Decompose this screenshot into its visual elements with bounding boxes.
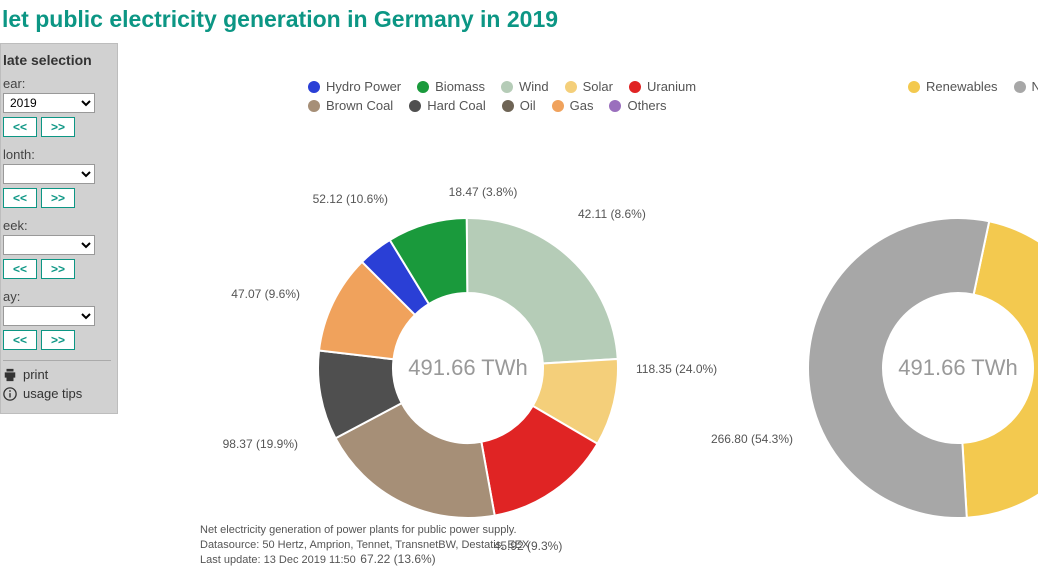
slice-label: 52.12 (10.6%) [313, 192, 388, 206]
legend-swatch [565, 81, 577, 93]
slice-label: 42.11 (8.6%) [578, 207, 646, 221]
day-select[interactable] [3, 306, 95, 326]
legend-label: Hydro Power [326, 79, 401, 94]
legend-swatch [1014, 81, 1026, 93]
slice-label: 18.47 (3.8%) [449, 185, 518, 199]
donut-center-label: 491.66 TWh [408, 355, 527, 380]
footer-line3: Last update: 13 Dec 2019 11:50 [200, 553, 529, 568]
legend-item: Nonrenewables [1014, 79, 1038, 94]
slice-label: 98.37 (19.9%) [223, 437, 298, 451]
legend-label: Renewables [926, 79, 998, 94]
legend-item: Renewables [908, 79, 998, 94]
month-next-button[interactable]: >> [41, 188, 75, 208]
legend-swatch [629, 81, 641, 93]
print-label: print [23, 367, 48, 382]
donut-renewables: 491.66 TWh224.86 (45266.80 (54.3%) [778, 103, 1038, 543]
donut-center-label: 491.66 TWh [898, 355, 1017, 380]
legend-item: Solar [565, 79, 613, 94]
legend-swatch [308, 81, 320, 93]
legend-item: Biomass [417, 79, 485, 94]
legend-item: Hydro Power [308, 79, 401, 94]
legend-label: Uranium [647, 79, 696, 94]
year-select[interactable]: 2019 [3, 93, 95, 113]
info-icon [3, 387, 17, 401]
week-select[interactable] [3, 235, 95, 255]
page-title: let public electricity generation in Ger… [0, 0, 1038, 43]
footer: Net electricity generation of power plan… [200, 523, 529, 568]
charts-area: Hydro PowerBiomassWindSolarUraniumBrown … [118, 43, 1038, 414]
legend-swatch [501, 81, 513, 93]
year-label: ear: [3, 76, 111, 91]
month-select[interactable] [3, 164, 95, 184]
week-prev-button[interactable]: << [3, 259, 37, 279]
legend-swatch [908, 81, 920, 93]
donut-sources: 491.66 TWh18.47 (3.8%)42.11 (8.6%)118.35… [268, 103, 708, 543]
legend-item: Uranium [629, 79, 696, 94]
month-prev-button[interactable]: << [3, 188, 37, 208]
legend-label: Wind [519, 79, 549, 94]
year-prev-button[interactable]: << [3, 117, 37, 137]
sidebar: late selection ear: 2019 << >> lonth: <<… [0, 43, 118, 414]
tips-label: usage tips [23, 386, 82, 401]
tips-link[interactable]: usage tips [3, 386, 111, 401]
week-next-button[interactable]: >> [41, 259, 75, 279]
footer-line2: Datasource: 50 Hertz, Amprion, Tennet, T… [200, 538, 529, 553]
year-next-button[interactable]: >> [41, 117, 75, 137]
print-link[interactable]: print [3, 367, 111, 382]
slice-label: 118.35 (24.0%) [636, 362, 717, 376]
slice-label: 47.07 (9.6%) [231, 287, 300, 301]
print-icon [3, 368, 17, 382]
donut-slice [467, 218, 618, 363]
week-label: eek: [3, 218, 111, 233]
legend-label: Biomass [435, 79, 485, 94]
legend-renewables: Renewables Nonrenewables [908, 79, 1038, 94]
legend-label: Solar [583, 79, 613, 94]
footer-line1: Net electricity generation of power plan… [200, 523, 529, 538]
slice-label: 266.80 (54.3%) [711, 432, 793, 446]
sidebar-heading: late selection [3, 52, 111, 68]
legend-item: Wind [501, 79, 549, 94]
legend-label: Nonrenewables [1032, 79, 1038, 94]
day-label: ay: [3, 289, 111, 304]
legend-swatch [417, 81, 429, 93]
day-prev-button[interactable]: << [3, 330, 37, 350]
month-label: lonth: [3, 147, 111, 162]
day-next-button[interactable]: >> [41, 330, 75, 350]
